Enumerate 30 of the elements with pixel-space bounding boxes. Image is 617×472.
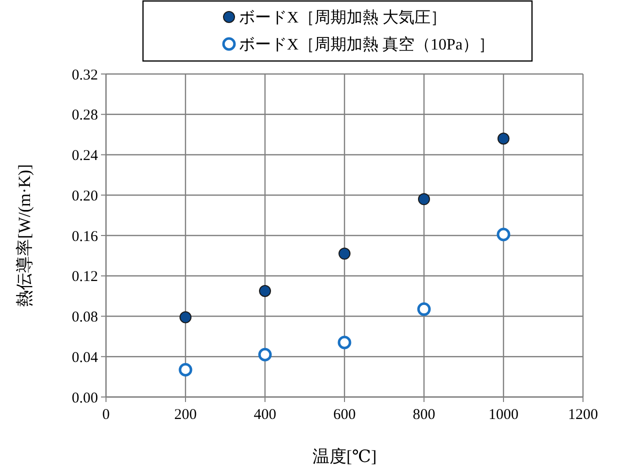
- point: [418, 193, 430, 206]
- y-tick-label: 0.12: [72, 269, 98, 286]
- y-tick-label: 0.04: [72, 350, 98, 366]
- x-tick-label: 0: [102, 407, 110, 423]
- x-tick-label: 800: [412, 407, 436, 423]
- point: [258, 348, 272, 362]
- point: [178, 362, 192, 376]
- y-tick-label: 0.20: [72, 188, 98, 204]
- point: [496, 228, 510, 242]
- x-axis-title: 温度[℃]: [312, 447, 377, 466]
- y-tick-label: 0.24: [72, 148, 98, 164]
- point: [417, 302, 431, 316]
- y-tick-label: 0.32: [72, 67, 98, 84]
- point: [338, 248, 350, 260]
- y-tick-label: 0.28: [72, 108, 98, 124]
- legend-label: ボードX［周期加熱 真空（10Pa）］: [239, 36, 495, 54]
- point: [180, 311, 192, 324]
- x-tick-label: 400: [254, 407, 276, 423]
- y-tick-label: 0.00: [72, 390, 98, 406]
- y-axis-title: 熱伝導率[W/(m·K)]: [15, 164, 34, 307]
- x-tick-label: 1200: [568, 407, 598, 423]
- point: [338, 336, 352, 350]
- y-tick-label: 0.16: [72, 228, 98, 245]
- y-tick-label: 0.08: [72, 310, 98, 326]
- x-tick-label: 1000: [488, 407, 518, 423]
- x-tick-label: 600: [333, 407, 356, 423]
- point: [498, 132, 510, 145]
- x-tick-label: 200: [174, 407, 197, 423]
- point: [259, 285, 271, 298]
- legend-label: ボードX［周期加熱 大気圧］: [239, 8, 447, 27]
